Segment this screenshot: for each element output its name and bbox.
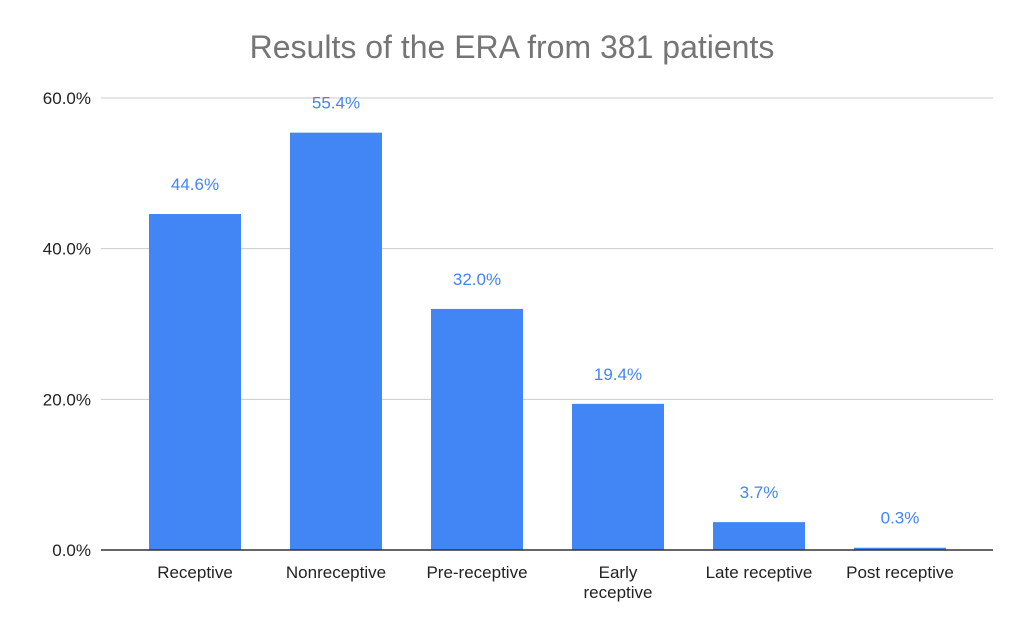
x-tick-label: Receptive [157, 563, 233, 582]
chart-title: Results of the ERA from 381 patients [250, 29, 775, 65]
data-label: 32.0% [453, 270, 501, 289]
bar [431, 308, 523, 550]
data-label: 19.4% [594, 365, 642, 384]
data-label: 55.4% [312, 94, 360, 113]
x-axis-categories: Receptive Nonreceptive Pre-receptive Early r… [157, 563, 954, 602]
y-tick-label: 20.0% [43, 390, 91, 409]
bar [572, 403, 664, 550]
x-tick-label: Late receptive [706, 563, 813, 582]
y-axis-ticks: 0.0% 20.0% 40.0% 60.0% [43, 89, 91, 560]
bar [713, 522, 805, 550]
y-tick-label: 0.0% [52, 541, 91, 560]
x-tick-label: Nonreceptive [286, 563, 386, 582]
x-tick-label: Pre-receptive [426, 563, 527, 582]
y-tick-label: 40.0% [43, 240, 91, 259]
data-labels: 44.6% 55.4% 32.0% 19.4% 3.7% 0.3% [171, 94, 919, 528]
bar [290, 132, 382, 551]
y-tick-label: 60.0% [43, 89, 91, 108]
x-tick-label: Early receptive [584, 563, 653, 602]
x-tick-label: Post receptive [846, 563, 954, 582]
bar [149, 214, 241, 550]
data-label: 3.7% [740, 483, 779, 502]
data-label: 0.3% [881, 509, 920, 528]
gridlines [101, 97, 993, 400]
bar [854, 547, 946, 550]
data-label: 44.6% [171, 175, 219, 194]
bars [149, 132, 946, 551]
